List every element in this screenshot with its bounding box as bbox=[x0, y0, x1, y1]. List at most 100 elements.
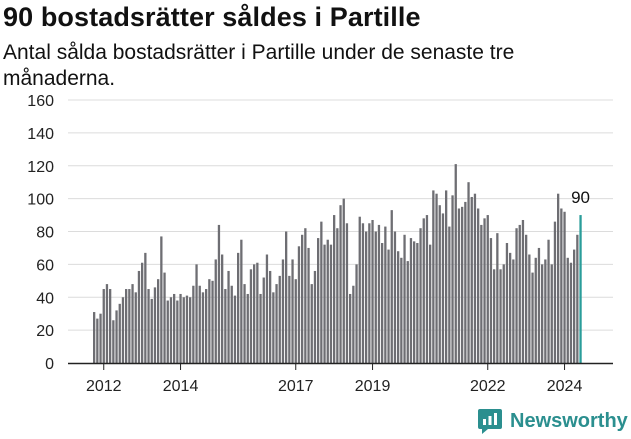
bar bbox=[125, 289, 128, 363]
bar bbox=[403, 234, 406, 363]
bar bbox=[429, 244, 432, 363]
bar bbox=[112, 320, 115, 363]
bar bbox=[227, 270, 230, 363]
x-axis-ticks: 2012 2014 2017 2019 2022 2024 bbox=[86, 363, 582, 395]
bar bbox=[169, 297, 173, 363]
bar bbox=[297, 246, 301, 363]
bar bbox=[246, 293, 249, 363]
y-tick-label: 160 bbox=[27, 93, 54, 110]
y-tick-label: 80 bbox=[36, 225, 54, 242]
y-tick-label: 40 bbox=[36, 290, 54, 307]
y-tick-label: 100 bbox=[27, 192, 54, 209]
bar bbox=[454, 164, 457, 363]
bar bbox=[313, 270, 317, 363]
bar bbox=[99, 313, 102, 363]
bar bbox=[445, 190, 448, 363]
bar bbox=[121, 297, 125, 363]
bar bbox=[355, 264, 358, 363]
bar bbox=[435, 193, 438, 363]
bar bbox=[365, 231, 368, 363]
bar bbox=[102, 289, 105, 363]
bar bbox=[384, 226, 387, 363]
x-tick-label: 2022 bbox=[470, 378, 506, 395]
bar bbox=[464, 201, 467, 363]
bar bbox=[486, 215, 489, 363]
bar bbox=[480, 224, 483, 363]
bar bbox=[473, 193, 477, 363]
bar bbox=[105, 284, 109, 363]
bar bbox=[157, 279, 160, 363]
bar bbox=[477, 208, 480, 363]
bar bbox=[93, 312, 96, 363]
bar bbox=[422, 218, 425, 363]
bar bbox=[483, 218, 486, 363]
bar bbox=[451, 195, 454, 363]
bar bbox=[195, 264, 198, 363]
bar bbox=[144, 252, 147, 363]
bar bbox=[118, 303, 121, 363]
bar bbox=[243, 284, 246, 363]
latest-value-label: 90 bbox=[571, 188, 590, 207]
y-tick-label: 120 bbox=[27, 159, 54, 176]
bar bbox=[374, 231, 377, 363]
y-tick-label: 0 bbox=[45, 356, 54, 373]
bar bbox=[368, 223, 371, 363]
bar bbox=[518, 224, 521, 363]
bar bbox=[489, 238, 493, 363]
x-tick-label: 2019 bbox=[355, 378, 391, 395]
bar bbox=[201, 292, 205, 363]
bar bbox=[547, 239, 550, 363]
bar bbox=[573, 249, 576, 363]
bar bbox=[189, 297, 192, 363]
bar bbox=[237, 252, 240, 363]
bar bbox=[525, 234, 528, 363]
bar bbox=[557, 193, 560, 363]
bar bbox=[432, 190, 435, 363]
bar bbox=[109, 289, 112, 363]
bar bbox=[275, 284, 278, 363]
bar bbox=[291, 259, 294, 363]
bar bbox=[262, 277, 265, 363]
bar bbox=[448, 226, 451, 363]
bar bbox=[265, 254, 269, 363]
bar bbox=[544, 259, 547, 363]
bar bbox=[233, 295, 237, 363]
bar bbox=[502, 264, 505, 363]
x-tick-label: 2012 bbox=[86, 378, 122, 395]
bar bbox=[515, 228, 518, 363]
bar bbox=[566, 257, 569, 363]
x-tick-label: 2024 bbox=[547, 378, 583, 395]
bar bbox=[528, 254, 531, 363]
bar bbox=[301, 234, 304, 363]
bar bbox=[326, 239, 329, 363]
bar bbox=[137, 270, 141, 363]
bar bbox=[153, 287, 157, 363]
bar bbox=[173, 293, 176, 363]
bar bbox=[115, 310, 118, 363]
bar bbox=[397, 251, 400, 363]
bar bbox=[134, 292, 137, 363]
bar bbox=[352, 285, 355, 363]
bar bbox=[569, 262, 573, 363]
bar bbox=[541, 264, 544, 363]
bar bbox=[393, 231, 397, 363]
bar bbox=[509, 252, 512, 363]
bar bbox=[358, 216, 361, 363]
bar bbox=[307, 247, 310, 363]
bar bbox=[371, 219, 374, 363]
bar bbox=[461, 206, 464, 363]
bar bbox=[400, 257, 403, 363]
y-tick-label: 60 bbox=[36, 257, 54, 274]
bar bbox=[285, 231, 288, 363]
bar bbox=[496, 233, 499, 363]
y-tick-label: 20 bbox=[36, 323, 54, 340]
bar bbox=[166, 300, 169, 363]
bar bbox=[147, 289, 150, 363]
bar bbox=[249, 269, 253, 363]
bar bbox=[230, 285, 233, 363]
bar bbox=[425, 215, 429, 363]
bar bbox=[310, 284, 313, 363]
bar bbox=[329, 244, 333, 363]
newsworthy-logo-icon bbox=[478, 409, 502, 434]
